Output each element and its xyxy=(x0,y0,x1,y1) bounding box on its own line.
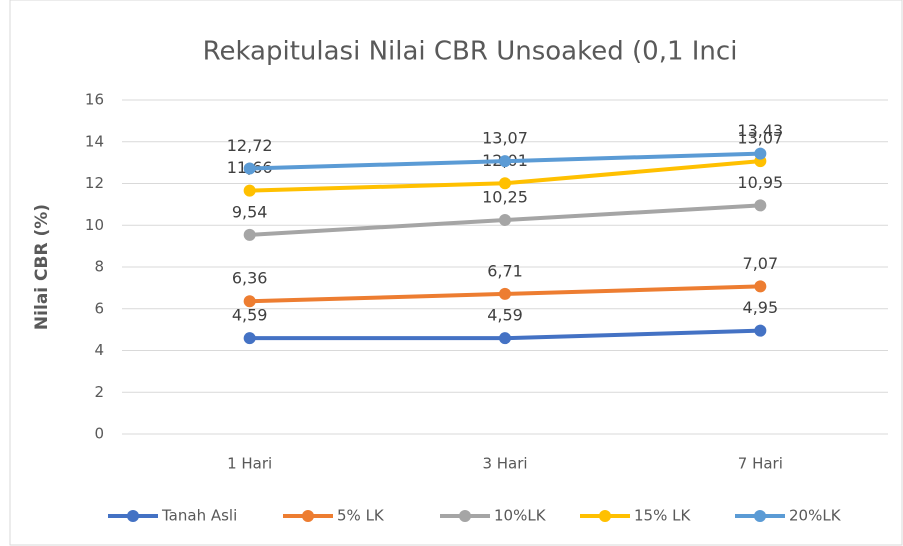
data-point xyxy=(243,332,256,345)
legend-label: 20%LK xyxy=(789,507,842,525)
data-point xyxy=(499,214,511,227)
legend-marker xyxy=(599,510,611,522)
data-label: 4,59 xyxy=(487,306,523,325)
data-label: 4,59 xyxy=(232,306,268,325)
data-point xyxy=(754,324,767,337)
chart-title: Rekapitulasi Nilai CBR Unsoaked (0,1 Inc… xyxy=(203,37,738,67)
y-tick-label: 0 xyxy=(94,425,104,443)
data-point xyxy=(499,332,511,345)
data-point xyxy=(243,295,256,308)
data-label: 13,07 xyxy=(482,129,528,148)
y-tick-label: 16 xyxy=(85,91,104,109)
data-label: 6,36 xyxy=(232,269,268,288)
legend-label: 5% LK xyxy=(337,507,385,525)
data-label: 10,25 xyxy=(482,188,528,207)
y-tick-label: 4 xyxy=(94,341,104,359)
data-point xyxy=(754,147,767,160)
data-point xyxy=(499,177,511,190)
x-tick-label: 3 Hari xyxy=(482,455,527,473)
data-point xyxy=(243,228,256,241)
data-point xyxy=(243,184,256,197)
data-label: 10,95 xyxy=(737,173,783,192)
x-tick-label: 1 Hari xyxy=(227,455,272,473)
data-point xyxy=(499,287,511,300)
y-axis-label: Nilai CBR (%) xyxy=(32,204,52,330)
legend-label: Tanah Asli xyxy=(161,507,237,525)
legend-label: 15% LK xyxy=(634,507,691,525)
data-label: 6,71 xyxy=(487,261,523,280)
legend-marker xyxy=(754,510,766,522)
data-point xyxy=(754,199,767,212)
legend-marker xyxy=(127,510,139,522)
data-label: 4,95 xyxy=(743,298,779,317)
data-label: 7,07 xyxy=(743,254,779,273)
y-tick-label: 10 xyxy=(85,216,104,234)
x-tick-label: 7 Hari xyxy=(738,455,783,473)
legend-label: 10%LK xyxy=(494,507,547,525)
legend-marker xyxy=(459,510,471,522)
legend-marker xyxy=(302,510,314,522)
y-tick-label: 2 xyxy=(94,383,104,401)
y-tick-label: 14 xyxy=(85,132,104,150)
data-point xyxy=(754,280,767,293)
data-label: 9,54 xyxy=(232,202,268,221)
data-label: 12,72 xyxy=(227,136,273,155)
chart-border xyxy=(9,0,903,546)
data-point xyxy=(243,162,256,175)
y-tick-label: 12 xyxy=(85,174,104,192)
data-label: 13,43 xyxy=(737,121,783,140)
data-point xyxy=(499,155,511,168)
data-label: 13,07 xyxy=(737,129,783,148)
y-tick-label: 8 xyxy=(94,258,104,276)
y-tick-label: 6 xyxy=(94,299,104,317)
